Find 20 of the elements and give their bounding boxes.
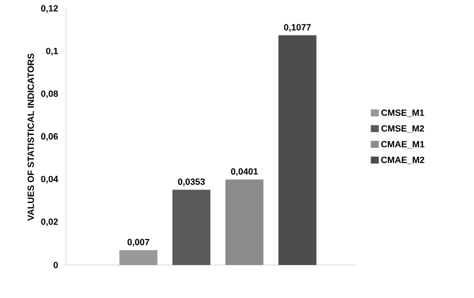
y-tick-label: 0,02 — [41, 218, 58, 226]
data-label: 0,0401 — [231, 168, 258, 176]
bar — [225, 179, 264, 265]
y-tick-label: 0 — [54, 262, 58, 268]
bar — [172, 190, 210, 265]
data-label: 0,1077 — [284, 24, 311, 32]
y-axis-title: VALUES OF STATISTICAL INDICATORS — [28, 54, 34, 221]
legend-label: CMSE_M2 — [381, 125, 424, 133]
data-label: 0,0353 — [178, 178, 205, 186]
y-tick-label: 0,04 — [41, 176, 58, 184]
legend-label: CMAE_M2 — [381, 156, 424, 164]
y-tick-label: 0,08 — [41, 90, 58, 98]
bar — [119, 250, 158, 265]
y-tick-label: 0,12 — [41, 5, 58, 13]
bar — [278, 35, 316, 265]
y-tick-label: 0,06 — [41, 133, 58, 141]
legend-label: CMSE_M1 — [381, 110, 424, 117]
y-tick-label: 0,1 — [46, 48, 58, 56]
data-label: 0,007 — [128, 238, 150, 247]
legend-label: CMAE_M1 — [381, 140, 424, 148]
